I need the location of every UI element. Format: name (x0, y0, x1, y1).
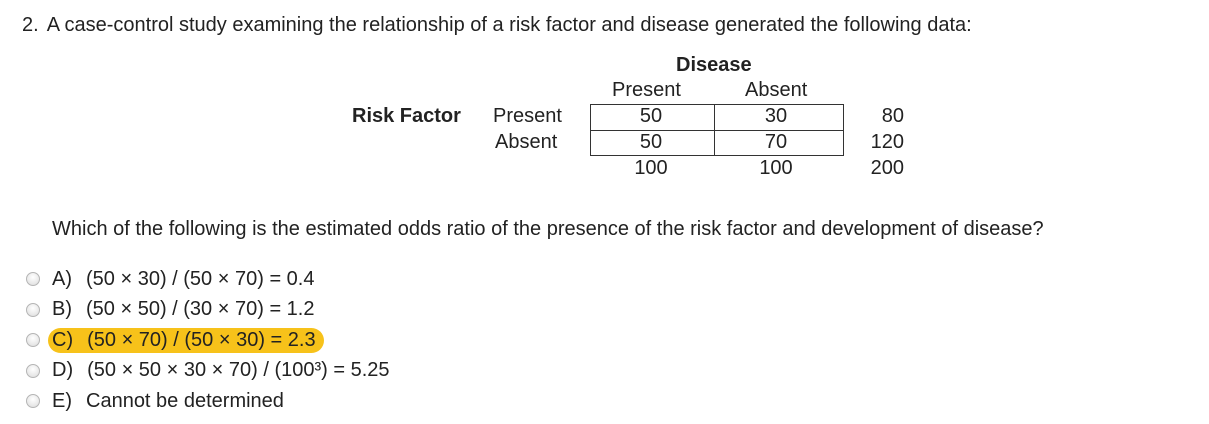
choice-d-label: D) (50 × 50 × 30 × 70) / (100³) = 5.25 (52, 359, 390, 382)
column-group-header: Disease (676, 54, 752, 76)
cell-absent-present: 50 (639, 131, 663, 153)
cell-present-absent: 30 (764, 105, 788, 127)
column-total-present: 100 (634, 157, 668, 179)
contingency-table-grid (590, 104, 844, 156)
choice-c[interactable]: C) (50 × 70) / (50 × 30) = 2.3 (26, 325, 398, 356)
row-group-header: Risk Factor (352, 105, 461, 127)
choice-a-label: A) (50 × 30) / (50 × 70) = 0.4 (52, 267, 315, 290)
row-header-present: Present (493, 105, 562, 127)
question-prompt: Which of the following is the estimated … (52, 218, 1044, 240)
choice-c-label: C) (50 × 70) / (50 × 30) = 2.3 (48, 327, 324, 353)
choice-e-label: E) Cannot be determined (52, 389, 284, 412)
grid-divider-horizontal (591, 130, 843, 131)
cell-absent-absent: 70 (764, 131, 788, 153)
question-stem: 2. A case-control study examining the rel… (22, 14, 972, 37)
radio-button-c[interactable] (26, 333, 40, 348)
row-header-absent: Absent (495, 131, 558, 153)
choice-b-label: B) (50 × 50) / (30 × 70) = 1.2 (52, 298, 315, 321)
column-header-absent: Absent (745, 79, 808, 101)
choice-b[interactable]: B) (50 × 50) / (30 × 70) = 1.2 (26, 295, 398, 326)
choice-e[interactable]: E) Cannot be determined (26, 386, 398, 417)
radio-button-a[interactable] (26, 272, 40, 287)
radio-button-d[interactable] (26, 363, 40, 378)
question-text: A case-control study examining the relat… (46, 14, 972, 36)
radio-button-e[interactable] (26, 394, 40, 409)
grand-total: 200 (870, 157, 904, 179)
answer-choices: A) (50 × 30) / (50 × 70) = 0.4 B) (50 × 50… (26, 264, 398, 417)
column-total-absent: 100 (759, 157, 793, 179)
question-number: 2. (22, 14, 39, 36)
choice-a[interactable]: A) (50 × 30) / (50 × 70) = 0.4 (26, 264, 398, 295)
row-total-absent: 120 (870, 131, 904, 153)
choice-d[interactable]: D) (50 × 50 × 30 × 70) / (100³) = 5.25 (26, 356, 398, 387)
column-header-present: Present (612, 79, 681, 101)
cell-present-present: 50 (639, 105, 663, 127)
row-total-present: 80 (881, 105, 904, 127)
radio-button-b[interactable] (26, 302, 40, 317)
